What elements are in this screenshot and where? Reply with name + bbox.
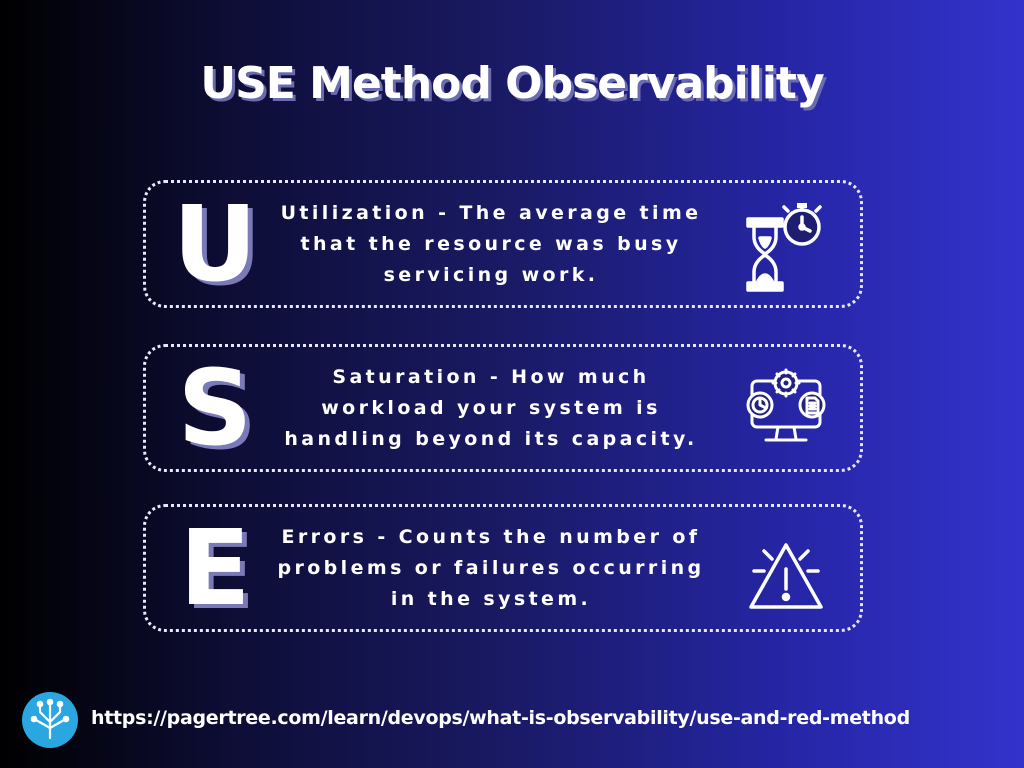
pagertree-logo-icon bbox=[22, 692, 78, 748]
utilization-card: U Utilization - The average time that th… bbox=[143, 180, 863, 308]
hourglass-stopwatch-icon bbox=[738, 197, 834, 293]
page-title: USE Method Observability bbox=[200, 58, 824, 109]
letter-e: E bbox=[179, 507, 251, 629]
warning-triangle-icon bbox=[738, 521, 834, 617]
source-url[interactable]: https://pagertree.com/learn/devops/what-… bbox=[91, 707, 910, 729]
saturation-card: S Saturation - How much workload your sy… bbox=[143, 344, 863, 472]
errors-card: E Errors - Counts the number of problems… bbox=[143, 504, 863, 632]
letter-s: S bbox=[177, 347, 253, 469]
letter-u: U bbox=[172, 183, 258, 305]
errors-description: Errors - Counts the number of problems o… bbox=[277, 525, 705, 610]
monitor-gears-icon bbox=[738, 361, 834, 457]
utilization-description: Utilization - The average time that the … bbox=[280, 201, 702, 286]
saturation-description: Saturation - How much workload your syst… bbox=[284, 365, 698, 450]
